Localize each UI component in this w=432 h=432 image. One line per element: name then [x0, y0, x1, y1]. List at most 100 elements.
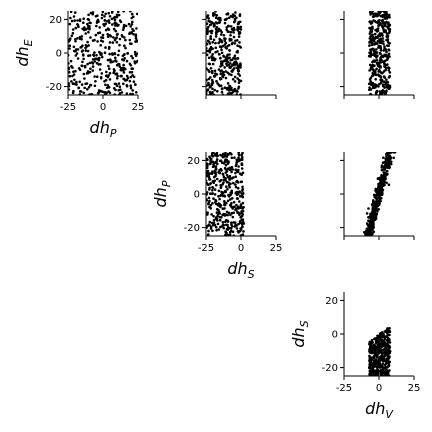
data-point: [382, 357, 386, 360]
data-point: [367, 219, 370, 222]
data-point: [372, 19, 376, 22]
data-point: [215, 158, 219, 161]
data-point: [207, 196, 211, 200]
x-tick-label: 25: [132, 102, 145, 113]
data-point: [210, 213, 213, 216]
data-point: [71, 74, 74, 78]
data-point: [219, 167, 223, 171]
data-point: [232, 200, 236, 204]
data-point: [72, 70, 75, 73]
y-tick-label: 0: [56, 49, 62, 60]
data-point: [97, 59, 101, 62]
data-point: [231, 205, 235, 209]
data-point: [241, 218, 245, 221]
data-point: [374, 214, 377, 218]
data-point: [377, 73, 380, 76]
data-point: [232, 35, 236, 39]
data-point: [378, 355, 382, 359]
data-point: [94, 33, 98, 37]
data-point: [379, 70, 382, 73]
data-point: [375, 83, 378, 87]
data-point: [368, 44, 371, 47]
data-point: [215, 155, 219, 158]
data-point: [118, 19, 122, 22]
data-point: [222, 226, 225, 230]
data-point: [225, 155, 229, 158]
data-point: [91, 69, 95, 72]
data-point: [231, 63, 234, 67]
data-point: [393, 152, 397, 154]
data-point: [211, 160, 215, 164]
data-point: [130, 23, 134, 26]
data-point: [384, 165, 388, 169]
data-point: [100, 55, 104, 59]
data-point: [220, 33, 223, 36]
data-point: [206, 169, 210, 173]
data-point: [208, 186, 211, 190]
data-point: [73, 78, 76, 82]
data-point: [369, 48, 372, 51]
data-point: [370, 338, 374, 342]
data-point: [96, 31, 100, 35]
data-point: [236, 90, 239, 93]
scatter-points: [206, 11, 243, 95]
data-point: [388, 341, 392, 344]
data-point: [78, 35, 82, 39]
data-point: [369, 213, 372, 217]
data-point: [237, 72, 240, 76]
data-point: [211, 58, 214, 62]
data-point: [231, 58, 234, 61]
data-point: [120, 68, 123, 72]
data-point: [228, 84, 231, 88]
data-point: [212, 221, 216, 225]
data-point: [117, 82, 121, 85]
data-point: [126, 51, 129, 55]
data-point: [122, 23, 126, 27]
data-point: [99, 89, 103, 93]
data-point: [233, 17, 237, 21]
data-point: [132, 75, 136, 79]
data-point: [389, 156, 393, 160]
data-point: [385, 85, 388, 89]
data-point: [228, 49, 231, 52]
data-point: [384, 370, 388, 373]
data-point: [377, 23, 381, 27]
data-point: [381, 34, 384, 37]
data-point: [387, 361, 391, 365]
data-point: [106, 84, 110, 87]
data-point: [369, 88, 373, 91]
data-point: [375, 59, 379, 62]
data-point: [130, 54, 133, 58]
data-point: [385, 350, 389, 354]
data-point: [212, 56, 215, 59]
data-point: [380, 89, 384, 93]
data-point: [110, 17, 114, 21]
data-point: [126, 76, 130, 80]
data-point: [230, 156, 234, 160]
data-point: [114, 29, 118, 33]
data-point: [378, 176, 382, 180]
data-point: [368, 69, 371, 72]
data-point: [123, 57, 126, 60]
data-point: [388, 344, 391, 348]
data-point: [230, 189, 233, 193]
data-point: [368, 342, 371, 346]
data-point: [136, 52, 138, 55]
data-point: [226, 228, 230, 231]
data-point: [74, 39, 77, 43]
data-point: [217, 68, 221, 71]
data-point: [84, 46, 87, 50]
data-point: [227, 211, 231, 215]
data-point: [211, 202, 214, 205]
data-point: [233, 75, 237, 79]
data-point: [384, 30, 388, 33]
data-point: [217, 83, 221, 87]
data-point: [387, 69, 391, 72]
data-point: [379, 66, 383, 69]
data-point: [221, 172, 225, 176]
data-point: [223, 195, 227, 198]
data-point: [213, 69, 217, 73]
data-point: [368, 348, 371, 351]
data-point: [233, 54, 237, 57]
data-point: [135, 60, 138, 64]
